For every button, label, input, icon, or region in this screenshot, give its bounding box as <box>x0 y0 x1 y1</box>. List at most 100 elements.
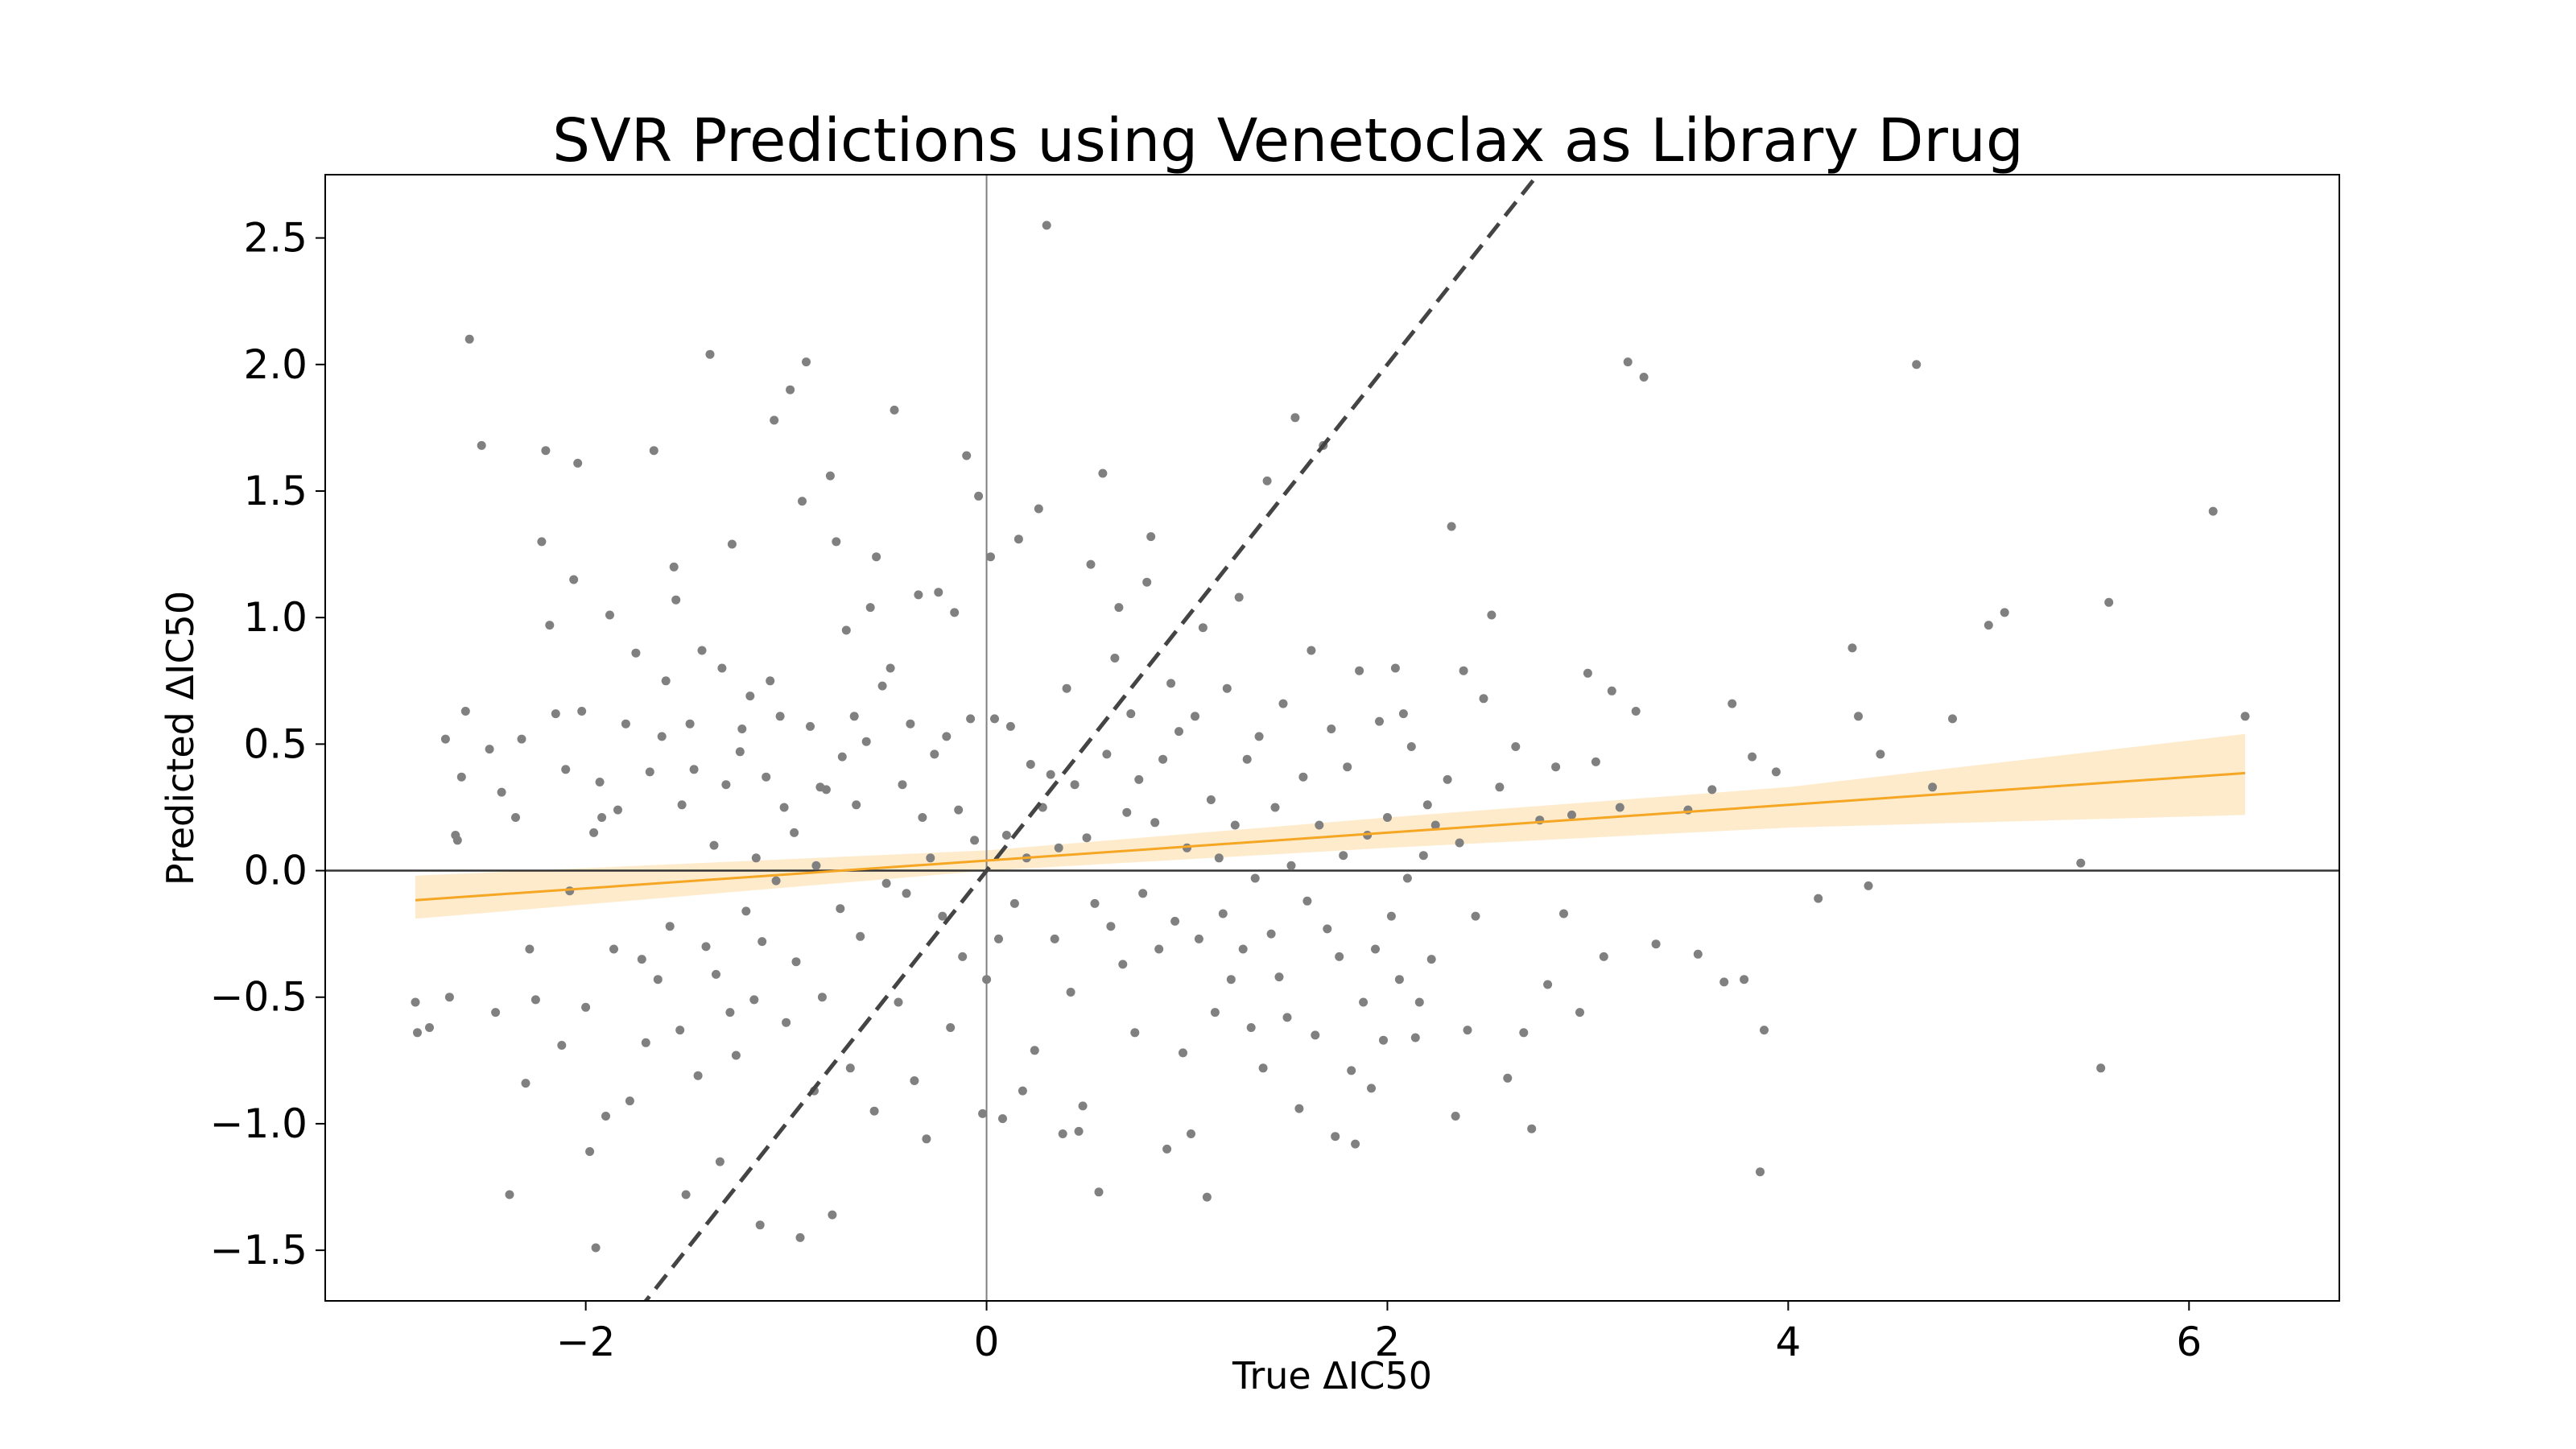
data-point <box>1426 955 1436 964</box>
y-tick-label: 2.5 <box>243 215 308 262</box>
data-point <box>1651 939 1661 949</box>
data-point <box>1355 666 1364 675</box>
y-axis-ticks: −1.5 −1.0 −0.5 0.0 0.5 1.0 1.5 2.0 2.5 <box>210 215 325 1274</box>
data-point <box>1615 803 1624 812</box>
y-tick-label: −1.5 <box>210 1227 308 1274</box>
data-point <box>978 1108 988 1118</box>
data-point <box>1009 898 1019 908</box>
data-point <box>649 446 658 456</box>
data-point <box>1258 1063 1268 1073</box>
data-point <box>1928 782 1938 792</box>
data-point <box>1623 357 1633 367</box>
data-point <box>1394 975 1404 985</box>
data-point <box>1210 1008 1220 1018</box>
data-point <box>681 1190 691 1199</box>
data-point <box>865 603 875 613</box>
data-point <box>551 709 560 719</box>
data-point <box>1298 772 1308 782</box>
data-point <box>934 588 943 597</box>
data-point <box>737 724 747 733</box>
data-point <box>1162 1144 1172 1154</box>
data-point <box>573 458 583 468</box>
data-point <box>2000 608 2009 617</box>
data-point <box>1266 929 1276 939</box>
data-point <box>456 772 466 782</box>
data-point <box>727 539 737 549</box>
data-point <box>1315 820 1324 830</box>
data-point <box>1046 770 1055 779</box>
data-point <box>712 969 720 979</box>
data-point <box>413 1028 422 1038</box>
data-point <box>1519 1028 1529 1038</box>
data-point <box>460 707 470 716</box>
data-point <box>906 719 915 729</box>
data-point <box>677 800 687 810</box>
data-point <box>1814 894 1823 903</box>
data-point <box>1422 800 1432 810</box>
data-point <box>1034 504 1043 514</box>
data-point <box>1238 944 1248 954</box>
data-point <box>1543 980 1553 989</box>
data-point <box>491 1008 501 1018</box>
data-point <box>914 590 923 600</box>
data-point <box>1090 898 1100 908</box>
data-point <box>1278 699 1288 708</box>
data-point <box>530 995 540 1005</box>
data-point <box>1351 1139 1360 1149</box>
data-point <box>1327 724 1336 733</box>
data-point <box>505 1190 514 1199</box>
data-point <box>1459 666 1468 675</box>
data-point <box>902 889 911 898</box>
y-tick-label: 0.0 <box>243 848 308 894</box>
data-point <box>1418 851 1428 861</box>
data-point <box>1234 592 1244 602</box>
data-point <box>1591 757 1600 766</box>
data-point <box>970 836 980 845</box>
data-point <box>1274 972 1284 982</box>
data-point <box>1198 623 1208 633</box>
data-point <box>537 537 547 547</box>
data-point <box>1286 861 1296 870</box>
data-point <box>950 608 960 617</box>
data-point <box>452 836 462 845</box>
plot-frame <box>324 174 2340 1302</box>
data-point <box>605 610 614 620</box>
data-point <box>1707 785 1717 795</box>
data-point <box>1771 767 1781 777</box>
y-tick-label: 2.0 <box>243 341 308 388</box>
data-point <box>1110 654 1120 663</box>
data-point <box>1094 1187 1104 1197</box>
data-point <box>464 334 474 344</box>
data-point <box>637 955 646 964</box>
data-point <box>1311 1030 1320 1040</box>
data-point <box>1371 944 1380 954</box>
data-point <box>1082 833 1092 843</box>
data-point <box>440 734 450 744</box>
data-point <box>541 446 551 456</box>
data-point <box>709 840 719 850</box>
data-point <box>669 562 679 572</box>
data-point <box>1290 413 1300 423</box>
data-point <box>625 1096 634 1106</box>
data-point <box>589 828 599 837</box>
data-point <box>1066 988 1075 997</box>
data-point <box>517 734 526 744</box>
data-point <box>721 780 731 790</box>
data-point <box>601 1112 610 1121</box>
data-point <box>958 952 968 961</box>
data-point <box>485 745 494 754</box>
data-point <box>886 663 895 673</box>
data-point <box>751 853 761 863</box>
data-point <box>581 1002 591 1012</box>
data-point <box>1187 1129 1195 1138</box>
data-point <box>1335 952 1344 961</box>
data-point <box>1323 924 1332 934</box>
data-point <box>1728 699 1737 708</box>
data-point <box>1154 944 1164 954</box>
data-point <box>1307 646 1316 655</box>
data-point <box>1018 1086 1027 1096</box>
data-point <box>1070 780 1080 790</box>
data-point <box>1511 742 1521 751</box>
data-point <box>1122 807 1132 817</box>
data-point <box>1495 782 1505 792</box>
